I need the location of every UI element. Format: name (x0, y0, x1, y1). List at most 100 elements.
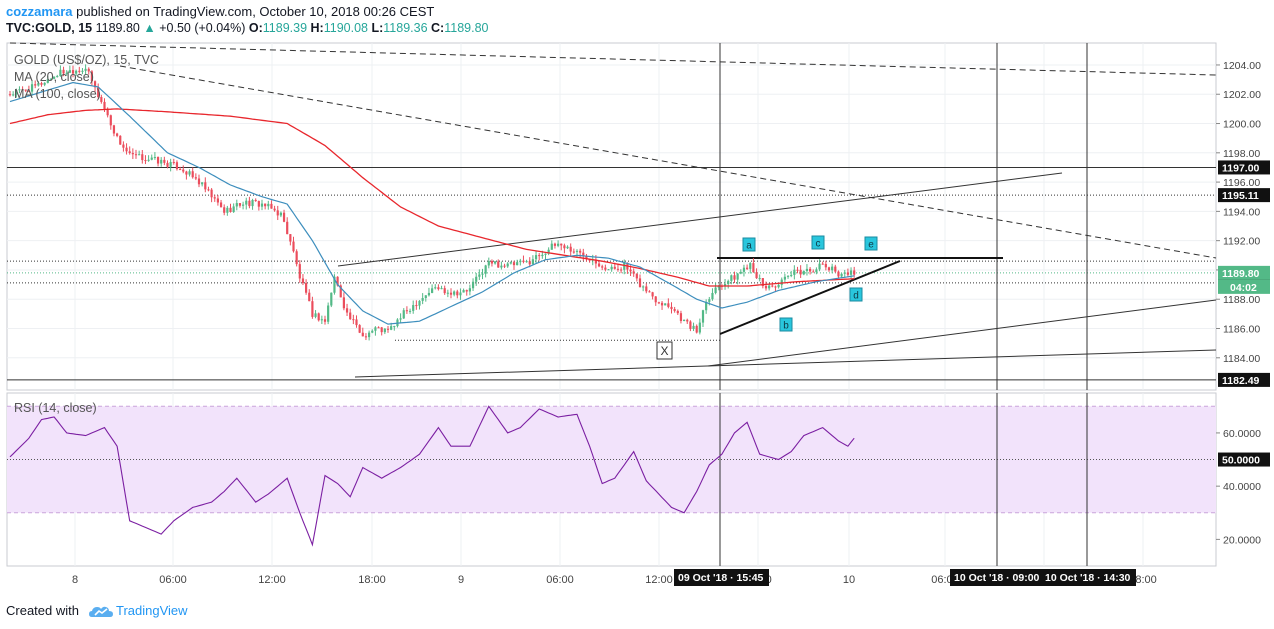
candle-body (289, 234, 292, 242)
candle-body (714, 287, 717, 293)
candle-body (298, 264, 301, 279)
candle-body (71, 70, 75, 74)
candle-body (399, 318, 402, 320)
candle-body (601, 266, 604, 268)
up-arrow-icon: ▲ (143, 21, 156, 35)
candle-body (443, 288, 446, 294)
candle-body (412, 305, 415, 311)
candle-body (207, 189, 210, 191)
legend-rsi[interactable]: RSI (14, close) (14, 401, 97, 415)
candle-body (610, 266, 613, 270)
ma100-line (9, 108, 855, 287)
candle-body (125, 147, 128, 152)
legend-ma20[interactable]: MA (20, close) (14, 70, 94, 84)
candle-body (75, 70, 78, 74)
candle-body (333, 276, 336, 293)
candle-body (812, 271, 815, 273)
legend-ma100[interactable]: MA (100, close) (14, 87, 101, 101)
candle-body (746, 267, 749, 269)
legend-title[interactable]: GOLD (US$/OZ), 15, TVC (14, 53, 159, 67)
candle-body (736, 273, 739, 280)
candle-body (144, 160, 147, 162)
candle-body (506, 263, 509, 267)
candle-body (87, 68, 90, 72)
candle-body (323, 319, 327, 322)
candle-body (607, 269, 610, 271)
pattern-label-b: b (783, 321, 789, 332)
candle-body (550, 243, 553, 250)
candle-body (295, 251, 298, 265)
candle-body (238, 203, 242, 206)
candle-body (780, 279, 783, 285)
candle-body (204, 182, 207, 190)
tradingview-link[interactable]: TradingView (116, 603, 188, 618)
countdown-bg (1218, 279, 1270, 294)
candle-body (103, 101, 106, 110)
candle-body (490, 261, 494, 264)
trendline-dashed-upper (9, 42, 1217, 76)
rsi-highlight-label: 50.0000 (1222, 455, 1260, 467)
candle-body (166, 162, 169, 167)
candle-body (160, 159, 163, 164)
candle-body (809, 268, 812, 272)
candle-body (276, 210, 279, 216)
pattern-label-box-b (779, 317, 793, 332)
candle-body (582, 252, 585, 256)
candle-body (764, 285, 768, 289)
rsi-highlight-bg (1218, 452, 1270, 467)
footer: Created with TradingView (6, 603, 188, 619)
triangle-bottom-line (719, 260, 901, 335)
candle-body (65, 72, 68, 74)
candle-body (336, 276, 339, 286)
y-tick-label-7: 1198.00 (1223, 148, 1260, 160)
candle-body (815, 269, 818, 273)
candle-body (128, 151, 131, 154)
candle-body (43, 82, 46, 85)
candle-body (349, 312, 352, 320)
candle-body (534, 255, 538, 260)
publish-header: cozzamara published on TradingView.com, … (6, 4, 434, 19)
ma20-line (9, 81, 855, 325)
candle-body (8, 94, 12, 96)
pattern-label-box-a (742, 237, 756, 252)
candle-body (226, 207, 229, 213)
candle-body (695, 325, 698, 333)
candle-body (305, 283, 308, 293)
candle-body (569, 246, 572, 252)
candle-body (679, 313, 683, 321)
candle-body (711, 292, 714, 300)
candle-body (456, 291, 459, 296)
published-text: published on TradingView.com, October 10… (76, 4, 435, 19)
candle-body (692, 325, 695, 329)
candle-body (30, 84, 34, 92)
candle-body (421, 298, 424, 301)
candle-body (109, 115, 112, 126)
candle-body (670, 306, 673, 310)
candle-body (761, 278, 764, 286)
author-link[interactable]: cozzamara (6, 4, 73, 19)
candle-body (339, 285, 342, 298)
candle-body (330, 292, 333, 306)
candle-body (613, 266, 616, 269)
candle-body (342, 297, 345, 309)
candle-body (553, 243, 557, 246)
candle-body (575, 250, 579, 252)
candle-body (597, 263, 601, 267)
candle-body (229, 207, 232, 213)
candle-body (620, 269, 623, 271)
candle-body (840, 273, 843, 277)
time-badge-0: 09 Oct '18 · 15:45 (678, 572, 764, 584)
candle-body (566, 246, 569, 249)
candle-body (538, 255, 541, 257)
y-tick-label-5: 1194.00 (1223, 206, 1260, 218)
candle-body (701, 310, 705, 323)
candle-body (286, 221, 289, 235)
candle-body (264, 203, 267, 207)
candle-body (147, 159, 150, 161)
candle-body (431, 288, 434, 293)
candle-body (481, 273, 484, 275)
candle-body (572, 251, 575, 253)
candle-body (415, 305, 418, 307)
candle-body (434, 287, 437, 289)
